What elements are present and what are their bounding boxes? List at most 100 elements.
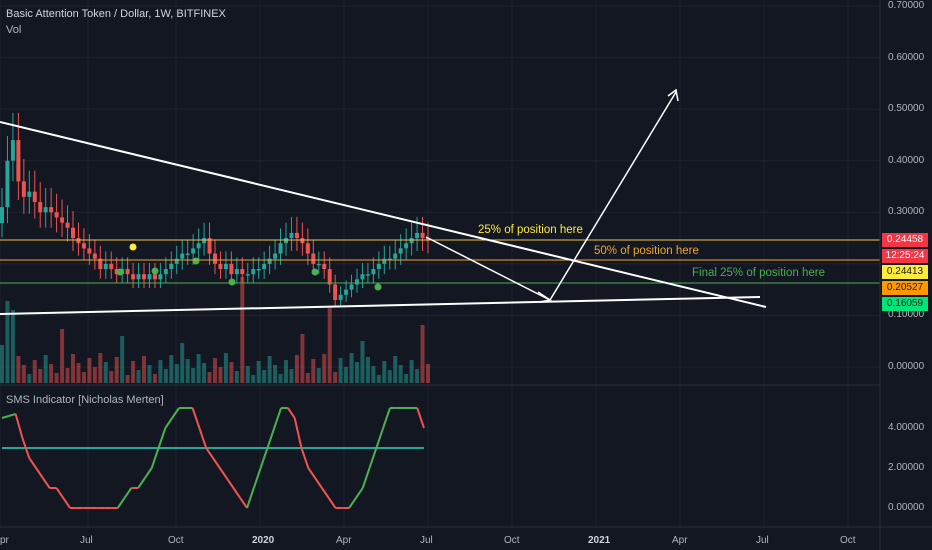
candle-body — [98, 258, 103, 270]
volume-bar — [169, 355, 174, 383]
indicator-segment — [137, 477, 146, 489]
volume-bar — [163, 369, 168, 383]
candle-body — [415, 232, 420, 239]
volume-bar — [371, 366, 376, 383]
indicator-segment — [35, 467, 44, 479]
candle-body — [229, 263, 234, 275]
price-tick: 0.50000 — [888, 103, 925, 115]
volume-bar — [196, 354, 201, 383]
candle-body — [387, 258, 392, 261]
price-tag: 0.24413 — [882, 265, 928, 279]
candle-body — [207, 238, 212, 254]
candle-body — [256, 269, 261, 271]
volume-bar — [376, 375, 381, 383]
sms-indicator-line — [1, 407, 425, 509]
volume-bar — [180, 343, 185, 383]
volume-bar — [234, 371, 239, 383]
candle-body — [273, 253, 278, 259]
time-tick: Apr — [336, 535, 352, 546]
indicator-segment — [21, 437, 31, 459]
candle-body — [322, 263, 327, 270]
time-tick: Oct — [840, 535, 856, 546]
candle-body — [404, 243, 409, 249]
volume-bar — [10, 310, 15, 383]
volume-bar — [409, 360, 414, 383]
volume-bar — [125, 375, 130, 383]
candle-body — [65, 222, 70, 228]
time-tick: Jul — [420, 535, 433, 546]
price-tick: 0.00000 — [888, 361, 925, 372]
volume-bar — [5, 301, 10, 383]
indicator-segment — [239, 497, 248, 509]
candle-body — [284, 238, 288, 244]
candle-body — [393, 253, 398, 259]
candle-body — [54, 212, 59, 218]
indicator-segment — [321, 487, 330, 499]
indicator-segment — [266, 427, 276, 449]
volume-bar — [71, 354, 75, 383]
annotation-final-25-percent: Final 25% of position here — [692, 267, 825, 279]
candle-body — [81, 243, 86, 249]
volume-bar — [136, 370, 141, 383]
annotation-25-percent: 25% of position here — [478, 224, 583, 236]
candle-body — [147, 274, 152, 280]
volume-label[interactable]: Vol — [6, 24, 22, 36]
volume-bar — [415, 369, 420, 383]
volume-bar — [152, 374, 157, 383]
volume-bar — [404, 374, 409, 383]
symbol-title[interactable]: Basic Attention Token / Dollar, 1W, BITF… — [6, 8, 226, 20]
time-tick: 2021 — [588, 535, 611, 546]
candle-body — [158, 274, 163, 280]
volume-bar — [207, 372, 212, 383]
candle-body — [125, 269, 130, 275]
projection-path — [425, 91, 677, 301]
volume-bar — [0, 345, 4, 383]
candle-body — [92, 253, 97, 259]
time-tick: Jul — [80, 535, 93, 546]
indicator-title[interactable]: SMS Indicator [Nicholas Merten] — [6, 394, 164, 406]
indicator-segment — [55, 487, 65, 499]
time-tick: Apr — [672, 535, 688, 546]
volume-bar — [344, 367, 349, 383]
volume-bar — [131, 361, 136, 383]
volume-bar — [185, 359, 190, 383]
volume-bar — [32, 360, 37, 383]
price-tick: 0.40000 — [888, 154, 925, 166]
signal-dots — [116, 243, 382, 291]
indicator-segment — [232, 487, 242, 499]
candle-body — [152, 274, 157, 280]
indicator-segment — [212, 457, 221, 469]
signal-dot — [374, 283, 382, 291]
candle-body — [180, 253, 185, 259]
price-tag: 0.20527 — [882, 281, 928, 295]
target-arrowhead — [667, 88, 679, 102]
candle-body — [87, 248, 92, 254]
volume-bar — [300, 334, 305, 383]
candle-body — [300, 238, 305, 244]
indicator-segment — [171, 407, 180, 419]
price-tick: 0.10000 — [888, 309, 925, 321]
volume-bar — [333, 372, 338, 383]
candle-body — [333, 284, 338, 300]
candle-body — [251, 269, 256, 275]
volume-bar — [38, 369, 43, 383]
volume-bar — [223, 353, 228, 383]
indicator-segment — [42, 477, 51, 489]
indicator-tick: 0.00000 — [888, 502, 925, 513]
candle-body — [240, 269, 245, 275]
volume-bar — [27, 374, 32, 383]
indicator-segment — [314, 477, 323, 489]
candle-body — [426, 238, 430, 241]
signal-dot — [311, 268, 319, 276]
indicator-segment — [191, 407, 201, 429]
signal-dot — [129, 243, 137, 251]
trend-drawings — [0, 88, 880, 315]
volume-bar — [120, 336, 125, 383]
candle-body — [344, 289, 349, 295]
volume-bar — [393, 356, 398, 383]
volume-bar — [349, 353, 354, 383]
volume-bar — [267, 356, 272, 383]
indicator-segment — [259, 447, 269, 469]
projection-arrowhead — [537, 291, 552, 303]
